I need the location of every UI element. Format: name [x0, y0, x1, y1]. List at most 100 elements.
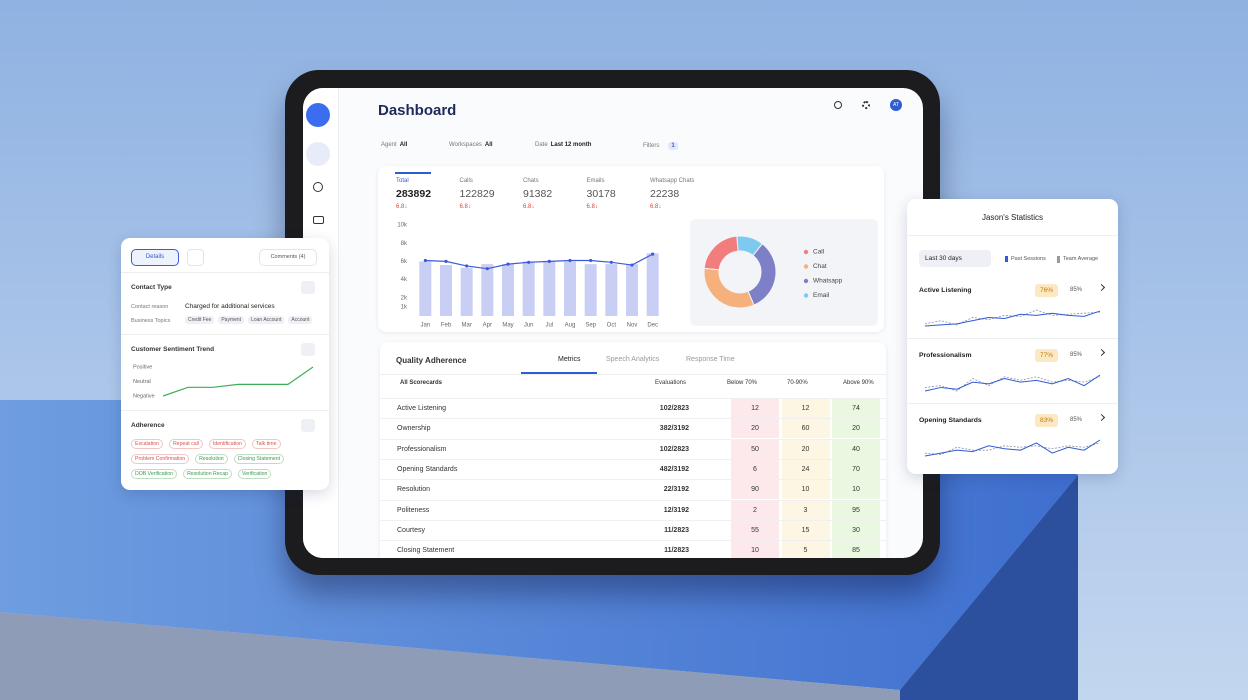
adherence-tag: Closing Statement: [233, 454, 285, 464]
score-cell: 90: [731, 480, 779, 500]
field-label: Contact reason: [131, 304, 169, 310]
active-tab-underline: [395, 172, 431, 174]
adherence-tag: Problem Confirmation: [131, 454, 190, 464]
skill-name: Opening Standards: [919, 417, 982, 424]
collapse-button[interactable]: [301, 343, 315, 356]
score-cell: 20: [832, 419, 880, 439]
metric-name: Ownership: [397, 425, 431, 433]
expand-chevron[interactable]: [1097, 283, 1106, 292]
row-line: [380, 398, 886, 399]
topic-tag: Payment: [218, 316, 245, 324]
legend-past: Past Sessions: [1005, 256, 1046, 262]
team-average-line: [924, 309, 1101, 326]
score-cell: 20: [731, 419, 779, 439]
quality-tab[interactable]: Metrics: [558, 356, 581, 363]
metric-name: Opening Standards: [397, 465, 458, 473]
score-cell: 6: [731, 459, 779, 479]
filter-count: 1: [668, 142, 678, 150]
topic-tag: Loan Account: [248, 316, 285, 324]
section-title: Customer Sentiment Trend: [131, 346, 215, 353]
adherence-tag: Resolution Recap: [183, 469, 233, 479]
stat-label: Chats: [523, 178, 539, 184]
row-line: [380, 540, 886, 542]
stat-label: Emails: [586, 178, 605, 184]
filter[interactable]: Agent All: [381, 142, 407, 148]
row-line: [380, 438, 886, 440]
adherence-tag: Identification: [208, 439, 247, 449]
adherence-tag: Resolution: [195, 454, 228, 464]
y-tick-label: Negative: [133, 393, 155, 399]
adherence-tag: DOB Verification: [131, 469, 178, 479]
team-average-line: [924, 376, 1101, 392]
score-cell: 5: [781, 541, 830, 558]
collapse-button[interactable]: [301, 419, 315, 432]
score-cell: 2: [731, 500, 779, 520]
settings-icon[interactable]: [862, 101, 870, 109]
filter-label: Workspaces: [449, 142, 482, 148]
score-cell: 10: [781, 480, 830, 500]
statistics-card: Jason's Statistics Last 30 days Past Sessi…: [907, 199, 1118, 474]
stat-change: 6.8↓: [459, 204, 471, 210]
tab-underline: [521, 372, 597, 374]
divider: [907, 235, 1118, 236]
adherence-tag: Escalation: [131, 439, 163, 449]
quality-tab[interactable]: Speech Analytics: [606, 356, 660, 363]
chart: [924, 309, 1101, 457]
table-side: [900, 475, 1078, 700]
nav-explore[interactable]: [313, 182, 323, 192]
evaluation-count: 102/2823: [659, 445, 689, 453]
stat-value: 30178: [586, 188, 616, 200]
filter[interactable]: Workspaces All: [449, 142, 493, 148]
score-cell: 20: [781, 439, 830, 459]
divider: [907, 403, 1118, 404]
avatar[interactable]: AT: [890, 99, 902, 111]
stat-change: 6.8↓: [523, 204, 535, 210]
header-divider: [380, 374, 886, 375]
quality-tab[interactable]: Response Time: [686, 356, 735, 363]
row-line: [380, 519, 886, 521]
column-header: Above 90%: [843, 380, 874, 386]
expand-chevron[interactable]: [1097, 413, 1106, 422]
field-value: Charged for additional services: [185, 303, 275, 310]
alarm-icon[interactable]: [834, 101, 842, 109]
stat-change: 6.8↓: [396, 204, 408, 210]
filter-value: All: [399, 142, 408, 148]
metric-name: Courtesy: [397, 526, 426, 534]
y-tick-label: Neutral: [133, 379, 151, 385]
field-label: Business Topics: [131, 318, 171, 324]
team-score: 85%: [1070, 287, 1083, 293]
table-front: [0, 612, 900, 700]
skill-name: Active Listening: [919, 287, 972, 294]
nav-chat[interactable]: [313, 216, 324, 224]
nav-launch[interactable]: [306, 142, 330, 166]
evaluation-count: 482/3192: [659, 465, 689, 473]
skill-name: Professionalism: [919, 352, 972, 359]
topic-list: Credit Fee Payment Loan Account Account: [185, 316, 313, 324]
team-average-line: [924, 442, 1101, 455]
quality-title: Quality Adherence: [396, 356, 467, 365]
filter[interactable]: Filters 1: [643, 142, 678, 150]
past-sessions-line: [924, 374, 1101, 392]
score-cell: 24: [781, 459, 830, 479]
expand-chevron[interactable]: [1097, 348, 1106, 357]
filter[interactable]: Date Last 12 month: [535, 142, 591, 148]
details-tab[interactable]: Details: [131, 249, 179, 266]
score-cell: 70: [832, 459, 880, 479]
stat-value: 22238: [650, 188, 680, 200]
collapse-button[interactable]: [301, 281, 315, 294]
stat-value: 122829: [459, 188, 495, 200]
comments-tab[interactable]: Comments (4): [259, 249, 317, 266]
statistics-title: Jason's Statistics: [981, 213, 1044, 222]
notes-tab: [187, 249, 204, 266]
sentiment-line: [162, 366, 314, 397]
column-header: Evaluations: [655, 380, 687, 386]
adherence-tag: Talk time: [252, 439, 281, 449]
stat-change: 6.8↓: [586, 204, 598, 210]
column-header: 70-90%: [787, 380, 808, 386]
period-select[interactable]: Last 30 days: [919, 250, 991, 267]
skill-score: 76%: [1035, 284, 1058, 297]
stat-label: Calls: [459, 178, 473, 184]
column-header: All Scorecards: [400, 380, 443, 386]
score-cell: 85: [832, 541, 880, 558]
